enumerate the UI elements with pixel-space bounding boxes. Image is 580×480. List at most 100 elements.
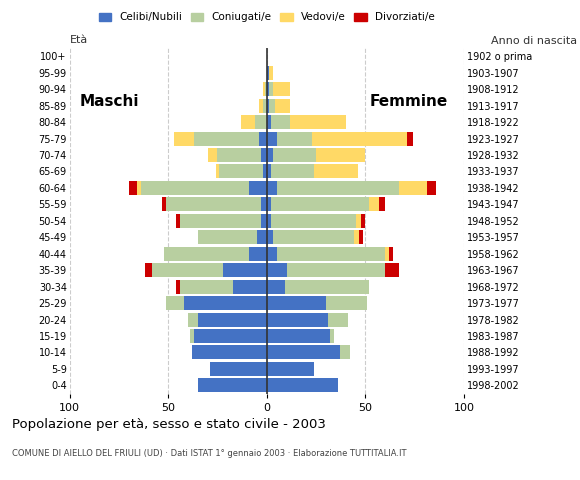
Bar xyxy=(277,132,312,145)
Bar xyxy=(144,263,153,277)
Bar xyxy=(267,165,271,179)
Bar xyxy=(267,263,287,277)
Text: Maschi: Maschi xyxy=(79,95,139,109)
Bar xyxy=(261,214,267,228)
Bar xyxy=(267,82,269,96)
Bar xyxy=(257,230,267,244)
Bar xyxy=(267,346,340,360)
Bar xyxy=(180,280,233,294)
Bar xyxy=(176,214,180,228)
Bar xyxy=(389,247,393,261)
Text: Popolazione per età, sesso e stato civile - 2003: Popolazione per età, sesso e stato civil… xyxy=(12,418,325,432)
Bar xyxy=(267,66,269,80)
Bar xyxy=(312,132,407,145)
Bar xyxy=(241,115,255,129)
Bar xyxy=(162,197,166,211)
Text: COMUNE DI AIELLO DEL FRIULI (UD) · Dati ISTAT 1° gennaio 2003 · Elaborazione TUT: COMUNE DI AIELLO DEL FRIULI (UD) · Dati … xyxy=(12,449,406,458)
Bar xyxy=(184,296,267,310)
Bar xyxy=(291,115,346,129)
Bar xyxy=(192,346,267,360)
Bar xyxy=(326,296,367,310)
Bar xyxy=(316,148,365,162)
Bar xyxy=(137,181,140,195)
Bar xyxy=(190,329,194,343)
Bar xyxy=(267,98,269,113)
Bar xyxy=(340,346,350,360)
Bar xyxy=(426,181,436,195)
Bar xyxy=(218,148,261,162)
Bar xyxy=(198,230,257,244)
Bar xyxy=(273,230,354,244)
Bar xyxy=(263,82,265,96)
Bar xyxy=(267,329,330,343)
Bar xyxy=(369,197,379,211)
Bar xyxy=(277,181,399,195)
Bar xyxy=(267,197,271,211)
Bar xyxy=(194,132,259,145)
Bar xyxy=(153,263,223,277)
Bar xyxy=(198,378,267,392)
Bar xyxy=(354,230,360,244)
Bar xyxy=(216,165,219,179)
Bar xyxy=(164,247,249,261)
Bar xyxy=(330,329,334,343)
Bar xyxy=(166,296,184,310)
Bar xyxy=(129,181,137,195)
Bar xyxy=(267,247,277,261)
Bar xyxy=(233,280,267,294)
Bar xyxy=(271,115,291,129)
Bar xyxy=(176,280,180,294)
Bar xyxy=(269,98,275,113)
Bar xyxy=(140,181,249,195)
Text: Età: Età xyxy=(70,35,88,45)
Bar xyxy=(328,312,347,326)
Bar xyxy=(208,148,218,162)
Bar xyxy=(267,280,285,294)
Bar xyxy=(379,197,385,211)
Bar xyxy=(223,263,267,277)
Bar xyxy=(267,296,326,310)
Bar xyxy=(166,197,261,211)
Bar xyxy=(385,263,399,277)
Bar xyxy=(267,115,271,129)
Bar xyxy=(267,230,273,244)
Bar xyxy=(269,66,273,80)
Bar xyxy=(269,82,273,96)
Bar xyxy=(267,312,328,326)
Bar xyxy=(273,148,316,162)
Bar xyxy=(267,378,338,392)
Bar xyxy=(188,312,198,326)
Bar xyxy=(198,312,267,326)
Bar xyxy=(219,165,263,179)
Bar xyxy=(271,214,356,228)
Bar xyxy=(209,362,267,376)
Bar xyxy=(285,280,369,294)
Bar xyxy=(265,82,267,96)
Bar xyxy=(263,98,267,113)
Bar xyxy=(174,132,194,145)
Text: Femmine: Femmine xyxy=(369,95,448,109)
Bar xyxy=(249,181,267,195)
Bar xyxy=(180,214,261,228)
Bar xyxy=(277,247,385,261)
Bar xyxy=(267,181,277,195)
Bar xyxy=(361,214,365,228)
Bar xyxy=(399,181,426,195)
Bar xyxy=(385,247,389,261)
Bar xyxy=(259,98,263,113)
Bar xyxy=(261,197,267,211)
Bar xyxy=(267,214,271,228)
Bar xyxy=(314,165,357,179)
Text: Anno di nascita: Anno di nascita xyxy=(491,36,577,46)
Bar xyxy=(263,165,267,179)
Bar xyxy=(267,362,314,376)
Bar xyxy=(407,132,413,145)
Bar xyxy=(271,197,369,211)
Bar xyxy=(273,82,291,96)
Legend: Celibi/Nubili, Coniugati/e, Vedovi/e, Divorziati/e: Celibi/Nubili, Coniugati/e, Vedovi/e, Di… xyxy=(95,8,439,26)
Bar xyxy=(287,263,385,277)
Bar xyxy=(267,148,273,162)
Bar xyxy=(259,132,267,145)
Bar xyxy=(360,230,364,244)
Bar xyxy=(255,115,267,129)
